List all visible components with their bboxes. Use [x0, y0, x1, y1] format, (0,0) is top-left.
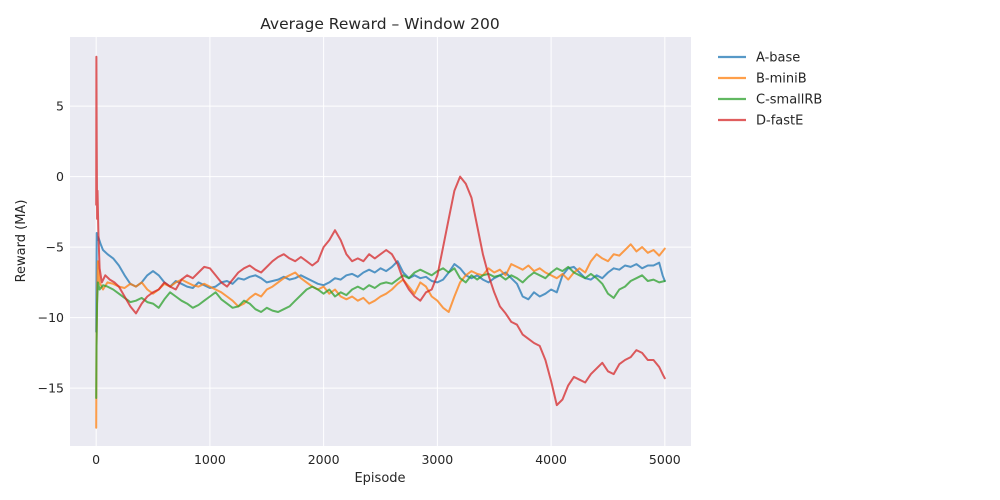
x-ticks: 0 1000 2000 3000 4000 5000: [92, 452, 681, 467]
legend-label: D-fastE: [756, 114, 803, 129]
x-tick-label: 3000: [421, 452, 453, 467]
plot-lines: [95, 55, 666, 429]
x-tick-label: 4000: [535, 452, 567, 467]
x-axis-label: Episode: [354, 471, 405, 486]
grid: [70, 37, 691, 446]
x-tick-label: 1000: [194, 452, 226, 467]
legend-label: B-miniB: [756, 72, 807, 87]
x-tick-label: 2000: [308, 452, 340, 467]
y-tick-label: −15: [38, 381, 64, 396]
series-line-b-minib: [95, 243, 666, 429]
legend-label: A-base: [756, 51, 800, 66]
y-tick-label: −5: [46, 240, 64, 255]
legend-label: C-smallRB: [756, 93, 822, 108]
y-tick-label: 5: [56, 99, 64, 114]
y-tick-label: 0: [56, 169, 64, 184]
series-line-c-smallrb: [95, 265, 666, 399]
series-line-d-faste: [95, 55, 666, 407]
plot-area: [70, 37, 691, 446]
chart-title: Average Reward – Window 200: [260, 15, 500, 33]
x-tick-label: 0: [92, 452, 100, 467]
y-tick-label: −10: [38, 310, 64, 325]
x-tick-label: 5000: [649, 452, 681, 467]
y-ticks: −15 −10 −5 0 5: [38, 99, 64, 396]
y-axis-label: Reward (MA): [14, 200, 29, 283]
legend: A-base B-miniB C-smallRB D-fastE: [718, 51, 822, 129]
